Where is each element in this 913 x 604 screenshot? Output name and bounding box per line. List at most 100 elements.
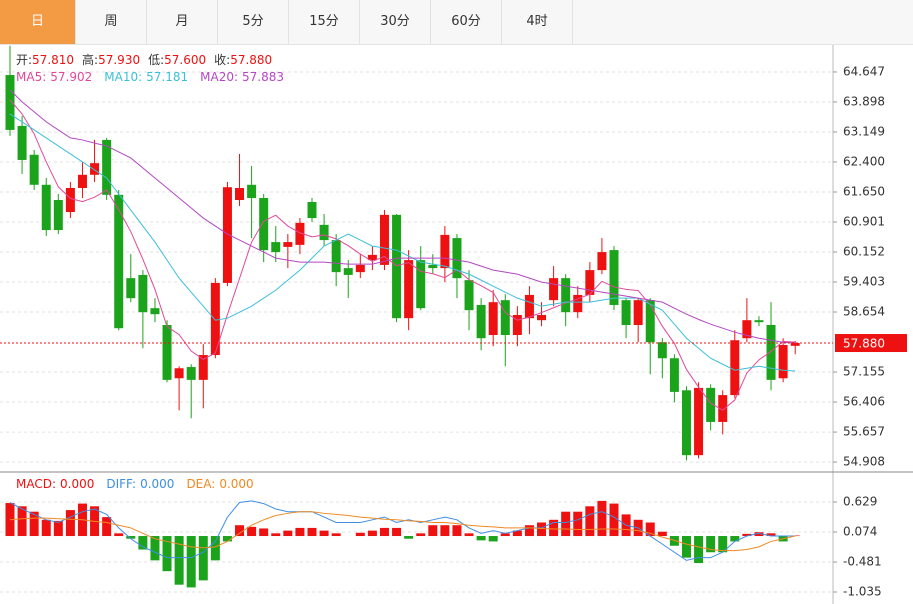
legend-name: MA5: — [16, 70, 46, 84]
macd-bar — [367, 530, 377, 537]
macd-bar — [283, 530, 293, 537]
candle-body — [512, 314, 522, 336]
macd-bar — [549, 519, 559, 537]
period-tab[interactable]: 月 — [147, 0, 218, 44]
candle-body — [90, 163, 100, 175]
macd-bar — [585, 506, 595, 537]
candle-body — [102, 139, 112, 195]
macd-bar — [210, 536, 220, 561]
last-price-label: 57.880 — [843, 337, 885, 351]
candle-body — [379, 214, 389, 265]
period-tab[interactable]: 周 — [76, 0, 147, 44]
macd-bar — [428, 525, 438, 537]
macd-bar — [65, 510, 75, 537]
macd-bar — [452, 525, 462, 537]
candle-body — [645, 300, 655, 343]
candle-body — [742, 320, 752, 339]
legend: MACD: 0.000 DIFF: 0.000 DEA: 0.000 — [16, 477, 254, 491]
candle-body — [5, 75, 15, 130]
period-tab[interactable]: 30分 — [360, 0, 431, 44]
macd-bar — [512, 530, 522, 537]
macd-bar — [392, 527, 402, 537]
legend-value: 0.000 — [60, 477, 94, 491]
y-tick-label: 63.898 — [843, 94, 885, 108]
macd-bar — [174, 536, 184, 585]
legend-name: DIFF: — [106, 477, 136, 491]
candle-body — [561, 278, 571, 313]
macd-bar — [754, 532, 764, 537]
macd-bar — [186, 536, 196, 588]
candle-body — [355, 264, 365, 273]
candle-body — [186, 367, 196, 380]
candle-body — [392, 214, 402, 319]
candle-body — [621, 300, 631, 325]
ma-line — [9, 99, 796, 411]
candle-body — [17, 125, 27, 160]
candle-body — [609, 250, 619, 305]
candle-body — [235, 188, 245, 201]
info-value: 57.810 — [32, 53, 74, 67]
macd-bar — [561, 511, 571, 537]
macd-bar — [271, 533, 281, 537]
candle-body — [162, 324, 172, 380]
candle-body — [367, 254, 377, 261]
candle-body — [633, 300, 643, 325]
macd-bar — [235, 525, 245, 537]
macd-bar — [295, 527, 305, 537]
period-tab[interactable]: 4时 — [502, 0, 573, 44]
candle-body — [500, 300, 510, 336]
candle-body — [114, 194, 124, 329]
macd-bar — [198, 536, 208, 581]
macd-bar — [416, 533, 426, 537]
legend-name: MA20: — [200, 70, 238, 84]
info-label: 低: — [148, 53, 164, 67]
candle-body — [29, 154, 39, 185]
macd-bar — [162, 536, 172, 572]
y-tick-label: 61.650 — [843, 185, 885, 199]
candle-body — [778, 345, 788, 379]
candle-body — [283, 242, 293, 247]
candle-body — [657, 342, 667, 359]
macd-bar — [331, 533, 341, 537]
macd-bar — [524, 525, 534, 537]
candle-body — [597, 252, 607, 271]
candle-body — [488, 302, 498, 336]
candle-body — [585, 270, 595, 295]
period-tab[interactable]: 60分 — [431, 0, 502, 44]
candle-body — [222, 187, 232, 283]
candle-body — [464, 280, 474, 311]
candle-body — [694, 387, 704, 456]
y-tick-label: 64.647 — [843, 64, 885, 78]
macd-bar — [29, 511, 39, 537]
ma-line — [9, 89, 796, 344]
candle-body — [319, 224, 329, 241]
macd-line — [9, 511, 796, 552]
candle-body — [549, 278, 559, 301]
ohlc-info: 开:57.810 高:57.930 低:57.600 收:57.880 — [16, 52, 272, 67]
macd-bar — [440, 525, 450, 537]
macd-bar — [222, 536, 232, 542]
y-tick-label: 0.074 — [843, 525, 877, 539]
candle-body — [790, 343, 800, 346]
period-tab[interactable]: 日 — [0, 0, 76, 44]
macd-bar — [537, 522, 547, 537]
period-tab[interactable]: 15分 — [289, 0, 360, 44]
ma-line — [9, 113, 796, 372]
candle-body — [416, 260, 426, 309]
macd-bar — [669, 536, 679, 546]
candle-body — [150, 308, 160, 315]
candle-body — [65, 188, 75, 213]
macd-line — [9, 500, 796, 561]
info-label: 高: — [82, 52, 98, 67]
legend-value: 0.000 — [219, 477, 253, 491]
macd-bar — [138, 536, 148, 550]
candle-body — [669, 358, 679, 392]
macd-bar — [488, 536, 498, 542]
period-tab[interactable]: 5分 — [218, 0, 289, 44]
y-tick-label: -1.035 — [843, 584, 882, 598]
candle-body — [295, 222, 305, 245]
candle-body — [452, 238, 462, 279]
legend-value: 57.883 — [242, 70, 284, 84]
